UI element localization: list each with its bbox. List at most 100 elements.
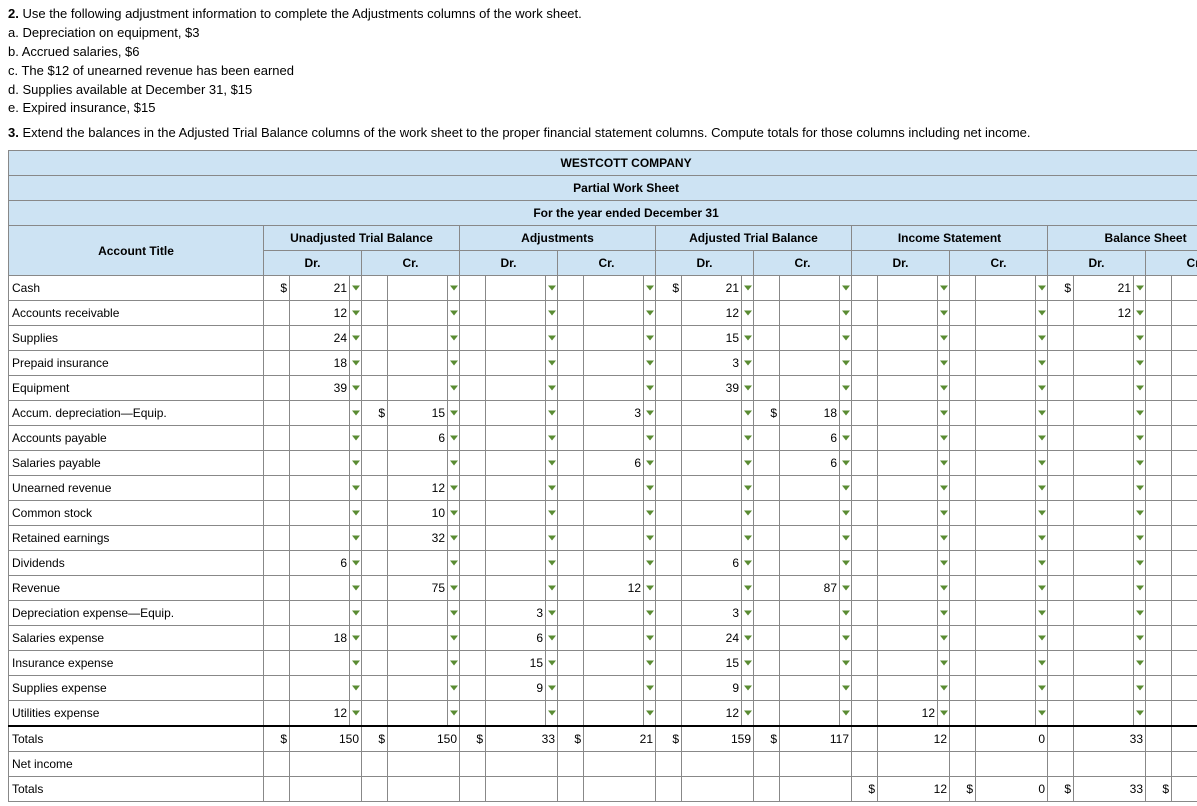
cell-dropdown[interactable] <box>350 651 362 676</box>
cell-input[interactable] <box>486 401 546 426</box>
cell-input[interactable] <box>976 526 1036 551</box>
cell-input[interactable] <box>486 376 546 401</box>
cell-dropdown[interactable] <box>448 701 460 727</box>
cell-dropdown[interactable] <box>1036 526 1048 551</box>
cell-input[interactable] <box>486 326 546 351</box>
cell-input[interactable] <box>682 526 742 551</box>
cell-input[interactable] <box>584 676 644 701</box>
cell-input[interactable]: 6 <box>682 551 742 576</box>
cell-dropdown[interactable] <box>840 651 852 676</box>
cell-dropdown[interactable] <box>448 601 460 626</box>
cell-input[interactable] <box>1172 526 1197 551</box>
cell-input[interactable] <box>584 626 644 651</box>
cell-dropdown[interactable] <box>1134 401 1146 426</box>
cell-input[interactable] <box>290 401 350 426</box>
cell-input[interactable] <box>878 576 938 601</box>
cell-input[interactable] <box>780 526 840 551</box>
cell-dropdown[interactable] <box>1134 526 1146 551</box>
cell-input[interactable] <box>878 326 938 351</box>
cell-input[interactable] <box>584 601 644 626</box>
cell-input[interactable]: 39 <box>290 376 350 401</box>
cell-dropdown[interactable] <box>546 451 558 476</box>
cell-dropdown[interactable] <box>644 301 656 326</box>
cell-dropdown[interactable] <box>742 426 754 451</box>
cell-dropdown[interactable] <box>938 701 950 727</box>
cell-input[interactable] <box>584 752 656 777</box>
cell-input[interactable] <box>878 451 938 476</box>
cell-dropdown[interactable] <box>644 526 656 551</box>
cell-dropdown[interactable] <box>938 451 950 476</box>
cell-dropdown[interactable] <box>742 301 754 326</box>
cell-input[interactable] <box>878 426 938 451</box>
cell-input[interactable] <box>290 426 350 451</box>
cell-input[interactable]: 15 <box>486 651 546 676</box>
cell-dropdown[interactable] <box>546 476 558 501</box>
cell-input[interactable] <box>1172 376 1197 401</box>
cell-dropdown[interactable] <box>742 401 754 426</box>
cell-dropdown[interactable] <box>644 401 656 426</box>
cell-dropdown[interactable] <box>350 501 362 526</box>
cell-input[interactable] <box>290 526 350 551</box>
cell-input[interactable]: 12 <box>682 301 742 326</box>
cell-dropdown[interactable] <box>742 326 754 351</box>
cell-input[interactable] <box>1074 501 1134 526</box>
cell-input[interactable] <box>682 476 742 501</box>
cell-input[interactable] <box>486 426 546 451</box>
cell-dropdown[interactable] <box>644 701 656 727</box>
cell-input[interactable]: 21 <box>290 276 350 301</box>
cell-input[interactable] <box>290 576 350 601</box>
cell-input[interactable] <box>976 501 1036 526</box>
cell-input[interactable] <box>388 626 448 651</box>
cell-input[interactable]: 12 <box>290 301 350 326</box>
cell-input[interactable] <box>1172 626 1197 651</box>
cell-input[interactable] <box>1074 551 1134 576</box>
cell-dropdown[interactable] <box>1036 651 1048 676</box>
cell-input[interactable]: 15 <box>682 326 742 351</box>
cell-input[interactable] <box>290 501 350 526</box>
cell-input[interactable] <box>878 351 938 376</box>
cell-input[interactable] <box>388 676 448 701</box>
cell-dropdown[interactable] <box>1036 301 1048 326</box>
cell-input[interactable] <box>682 451 742 476</box>
cell-input[interactable] <box>878 752 950 777</box>
cell-input[interactable] <box>584 526 644 551</box>
cell-dropdown[interactable] <box>448 451 460 476</box>
cell-dropdown[interactable] <box>350 426 362 451</box>
cell-input[interactable] <box>1172 576 1197 601</box>
cell-dropdown[interactable] <box>1134 501 1146 526</box>
cell-dropdown[interactable] <box>546 651 558 676</box>
cell-dropdown[interactable] <box>840 501 852 526</box>
cell-dropdown[interactable] <box>938 276 950 301</box>
cell-input[interactable] <box>1172 351 1197 376</box>
cell-dropdown[interactable] <box>1036 676 1048 701</box>
cell-input[interactable] <box>584 476 644 501</box>
cell-dropdown[interactable] <box>742 476 754 501</box>
cell-input[interactable] <box>976 301 1036 326</box>
cell-dropdown[interactable] <box>350 276 362 301</box>
cell-dropdown[interactable] <box>1134 351 1146 376</box>
cell-input[interactable]: 9 <box>682 676 742 701</box>
cell-input[interactable] <box>290 676 350 701</box>
cell-dropdown[interactable] <box>1134 576 1146 601</box>
cell-input[interactable] <box>1074 576 1134 601</box>
cell-input[interactable] <box>1074 326 1134 351</box>
cell-input[interactable] <box>486 301 546 326</box>
cell-input[interactable] <box>290 601 350 626</box>
cell-input[interactable]: 12 <box>388 476 448 501</box>
cell-input[interactable] <box>780 626 840 651</box>
cell-input[interactable] <box>976 676 1036 701</box>
cell-dropdown[interactable] <box>1036 401 1048 426</box>
cell-input[interactable] <box>780 351 840 376</box>
cell-dropdown[interactable] <box>448 326 460 351</box>
cell-input[interactable]: 21 <box>682 276 742 301</box>
cell-input[interactable] <box>584 701 644 727</box>
cell-input[interactable] <box>976 576 1036 601</box>
cell-input[interactable] <box>388 701 448 727</box>
cell-input[interactable] <box>388 351 448 376</box>
cell-input[interactable] <box>780 601 840 626</box>
cell-input[interactable]: 6 <box>290 551 350 576</box>
cell-dropdown[interactable] <box>546 576 558 601</box>
cell-input[interactable] <box>584 301 644 326</box>
cell-dropdown[interactable] <box>546 551 558 576</box>
cell-dropdown[interactable] <box>448 676 460 701</box>
